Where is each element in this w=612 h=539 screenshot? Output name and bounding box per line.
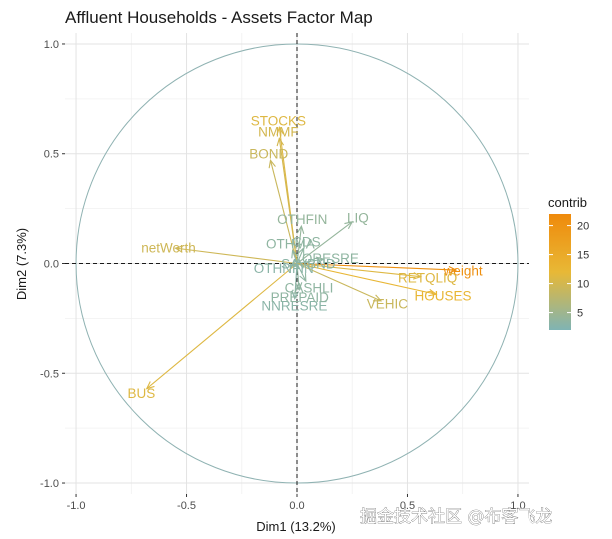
y-axis-title: Dim2 (7.3%) [14, 228, 29, 300]
y-axis-ticks: -1.0 -0.5 0.0 0.5 1.0 [40, 39, 65, 490]
variable-label-networth: netWorth [141, 240, 196, 255]
legend-color-bar [549, 214, 571, 330]
x-tick-label: -0.5 [177, 500, 196, 512]
variable-label-othfin: OTHFIN [277, 212, 327, 227]
variable-label-retqliq: RETQLIQ [398, 270, 457, 285]
variable-label-liq: LIQ [347, 211, 369, 226]
y-tick-label: 0.0 [44, 259, 59, 271]
variable-label-othnfin: OTHNFIN [254, 261, 314, 276]
arrow-liq [296, 220, 354, 264]
y-tick-label: 1.0 [44, 39, 59, 51]
arrow-retqliq [296, 262, 423, 280]
x-axis-ticks: -1.0 -0.5 0.0 0.5 1.0 [67, 494, 526, 512]
variable-label-bond: BOND [249, 147, 288, 162]
x-tick-label: 0.5 [400, 500, 415, 512]
legend-tick-label: 10 [577, 279, 589, 291]
arrow-cashli [296, 263, 307, 283]
arrow-weight [296, 262, 458, 274]
y-tick-label: -0.5 [40, 368, 59, 380]
legend-tick-label: 5 [577, 308, 583, 320]
arrow-cds [296, 246, 305, 264]
variable-label-cds: CDS [292, 235, 321, 250]
arrow-othfin [296, 224, 305, 264]
variable-label-prepaid: PREPAID [271, 290, 330, 305]
legend-ticks: 5 10 15 20 [549, 221, 589, 320]
chart-title: Affluent Households - Assets Factor Map [65, 8, 373, 27]
legend-tick-label: 15 [577, 250, 589, 262]
variable-label-oresre: ORESRE [302, 251, 359, 266]
arrow-bond [268, 159, 298, 264]
contrib-legend: contrib 5 10 15 20 [548, 195, 589, 330]
x-axis-title: Dim1 (13.2%) [256, 519, 335, 534]
y-tick-label: 0.5 [44, 149, 59, 161]
variable-label-vehic: VEHIC [367, 297, 409, 312]
variable-arrows [145, 126, 458, 390]
variable-label-othma: OTHMA [266, 237, 315, 252]
arrow-oresre [296, 256, 325, 265]
variable-label-savbnd: SAVBND [281, 257, 336, 272]
variable-label-stocks: STOCKS [251, 113, 306, 128]
arrow-vehic [296, 262, 383, 302]
variable-label-bus: BUS [127, 386, 155, 401]
legend-tick-label: 20 [577, 221, 589, 233]
x-tick-label: -1.0 [67, 500, 86, 512]
variable-label-houses: HOUSES [415, 289, 472, 304]
x-tick-label: 1.0 [510, 500, 525, 512]
arrow-networth [174, 245, 298, 265]
legend-title: contrib [548, 195, 587, 210]
arrow-nnresre [291, 263, 299, 300]
arrow-bus [145, 263, 298, 390]
arrow-houses [296, 262, 438, 297]
arrow-prepaid [294, 263, 303, 292]
x-tick-label: 0.0 [289, 500, 304, 512]
variable-label-cashli: CASHLI [285, 280, 334, 295]
variable-label-weight: weight [443, 263, 483, 278]
variable-label-nmmf: NMMF [258, 124, 299, 139]
y-tick-label: -1.0 [40, 478, 59, 490]
variable-label-nnresre: NNRESRE [261, 299, 327, 314]
arrow-nmmf [276, 137, 298, 264]
watermark: 掘金技术社区 @布客飞龙 [360, 507, 552, 527]
